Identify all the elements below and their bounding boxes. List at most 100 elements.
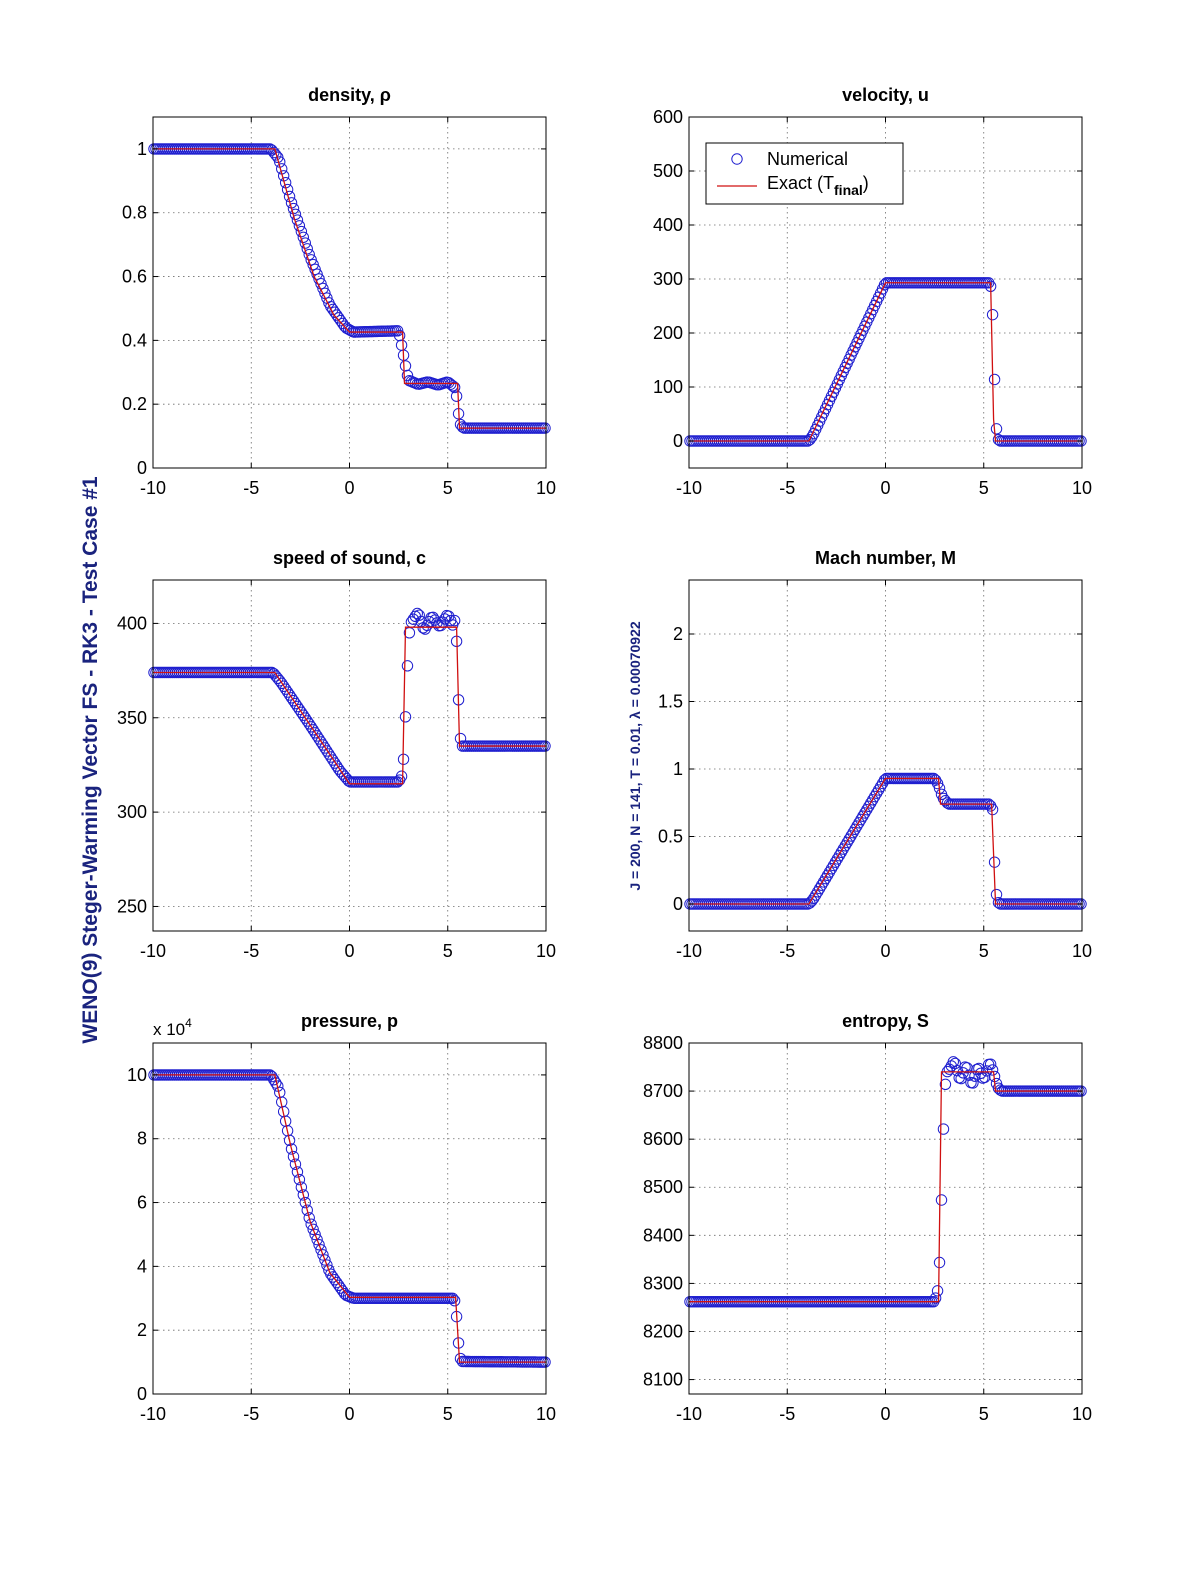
numerical-point <box>861 803 873 816</box>
numerical-point <box>287 695 300 707</box>
numerical-point <box>935 1194 948 1206</box>
numerical-point <box>967 1077 979 1089</box>
y-tick-label: 100 <box>653 377 683 397</box>
axis-multiplier-exponent: 4 <box>185 1016 192 1030</box>
numerical-point <box>401 369 414 382</box>
exact-line <box>689 777 1082 905</box>
y-tick-label: 8200 <box>643 1321 683 1341</box>
numerical-point <box>937 1123 950 1135</box>
numerical-point <box>857 810 869 822</box>
x-tick-label: 10 <box>536 1404 556 1424</box>
numerical-point <box>823 866 836 878</box>
numerical-point <box>329 306 341 318</box>
x-tick-label: 0 <box>344 478 354 498</box>
legend-label-exact-subscript: final <box>834 182 863 198</box>
numerical-point <box>839 840 851 852</box>
numerical-point <box>338 320 351 332</box>
numerical-point <box>829 856 842 868</box>
y-tick-label: 500 <box>653 161 683 181</box>
numerical-point <box>817 876 830 888</box>
axis-multiplier: x 104 <box>153 1016 192 1039</box>
numerical-point <box>454 732 467 745</box>
numerical-point <box>833 849 846 862</box>
chart-title: speed of sound, c <box>273 548 426 568</box>
numerical-point <box>334 766 347 778</box>
numerical-point <box>303 1212 315 1224</box>
y-tick-label: 250 <box>117 896 147 916</box>
numerical-point <box>835 846 847 859</box>
y-tick-label: 2 <box>673 624 683 644</box>
y-tick-label: 8800 <box>643 1033 683 1053</box>
y-tick-label: 300 <box>117 802 147 822</box>
numerical-point <box>808 892 820 905</box>
chart-density: -10 -5 0 5 10 0 0.2 0.4 0.6 0.8 1 density, ρ <box>122 85 556 498</box>
x-tick-label: -10 <box>676 941 702 961</box>
numerical-point <box>813 882 826 895</box>
numerical-point <box>810 889 822 901</box>
legend-box <box>705 142 904 205</box>
numerical-point <box>332 1279 345 1292</box>
numerical-point <box>990 423 1003 435</box>
numerical-point <box>303 718 315 730</box>
numerical-point <box>837 843 849 855</box>
numerical-point <box>305 721 317 733</box>
y-tick-label: 8600 <box>643 1129 683 1149</box>
x-tick-label: 0 <box>880 478 890 498</box>
numerical-point <box>293 703 306 716</box>
x-tick-label: 5 <box>443 1404 453 1424</box>
numerical-point <box>427 611 439 623</box>
numerical-point <box>299 712 311 724</box>
x-tick-label: 0 <box>344 1404 354 1424</box>
chart-pressure: -10 -5 0 5 10 0 2 4 6 8 10 pressure, p x 104 <box>127 1011 556 1424</box>
y-tick-label: 8700 <box>643 1081 683 1101</box>
numerical-point <box>331 1276 343 1289</box>
numerical-point <box>391 325 404 337</box>
numerical-point <box>448 1294 461 1307</box>
numerical-point <box>868 790 881 803</box>
numerical-point <box>281 686 294 698</box>
numerical-point <box>285 692 298 704</box>
numerical-point <box>315 736 327 748</box>
numerical-point <box>399 711 412 723</box>
numerical-point <box>305 1218 317 1230</box>
numerical-point <box>327 1271 339 1283</box>
y-tick-label: 200 <box>653 323 683 343</box>
numerical-point <box>843 833 855 845</box>
numerical-point <box>299 1196 311 1209</box>
numerical-point <box>311 268 323 280</box>
numerical-point <box>981 1065 993 1077</box>
numerical-point <box>849 823 861 836</box>
numerical-point <box>853 817 865 829</box>
chart-title: velocity, u <box>842 85 929 105</box>
numerical-point <box>841 836 853 849</box>
x-tick-label: -10 <box>140 478 166 498</box>
numerical-point <box>845 830 857 842</box>
y-tick-label: 8 <box>137 1129 147 1149</box>
numerical-point <box>321 745 333 757</box>
x-tick-label: 0 <box>344 941 354 961</box>
x-tick-label: -5 <box>779 941 795 961</box>
y-tick-label: 400 <box>117 613 147 633</box>
y-tick-label: 0 <box>137 458 147 478</box>
numerical-point <box>929 1292 942 1304</box>
numerical-point <box>270 149 282 161</box>
numerical-point <box>874 780 887 793</box>
numerical-point <box>327 303 339 316</box>
numerical-point <box>984 1058 997 1070</box>
y-tick-label: 0.8 <box>122 203 147 223</box>
numerical-point <box>340 772 353 785</box>
numerical-point <box>332 312 345 324</box>
numerical-point <box>413 609 425 621</box>
chart-title: Mach number, M <box>815 548 956 568</box>
y-tick-label: 0 <box>137 1384 147 1404</box>
x-tick-label: 0 <box>880 1404 890 1424</box>
exact-line <box>153 626 546 785</box>
x-tick-label: 5 <box>979 941 989 961</box>
numerical-point <box>395 339 408 351</box>
parameter-annotation-text: J = 200, N = 141, T = 0.01, λ = 0.000709… <box>627 621 643 891</box>
numerical-point <box>338 770 351 782</box>
numerical-point <box>297 231 310 244</box>
numerical-point <box>870 787 883 799</box>
x-tick-label: -5 <box>243 1404 259 1424</box>
